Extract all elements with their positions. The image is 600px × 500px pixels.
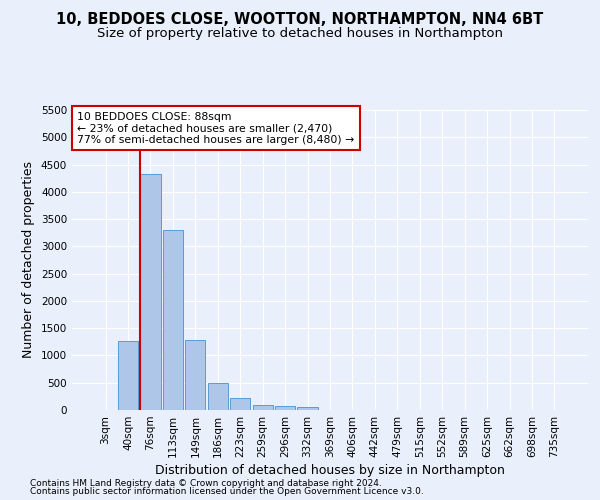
Bar bbox=[208, 384, 228, 410]
Text: 10, BEDDOES CLOSE, WOOTTON, NORTHAMPTON, NN4 6BT: 10, BEDDOES CLOSE, WOOTTON, NORTHAMPTON,… bbox=[56, 12, 544, 28]
Bar bbox=[163, 230, 183, 410]
Bar bbox=[185, 340, 205, 410]
Bar bbox=[275, 406, 295, 410]
Text: Contains HM Land Registry data © Crown copyright and database right 2024.: Contains HM Land Registry data © Crown c… bbox=[30, 478, 382, 488]
Bar bbox=[253, 405, 273, 410]
Text: Contains public sector information licensed under the Open Government Licence v3: Contains public sector information licen… bbox=[30, 487, 424, 496]
X-axis label: Distribution of detached houses by size in Northampton: Distribution of detached houses by size … bbox=[155, 464, 505, 477]
Text: Size of property relative to detached houses in Northampton: Size of property relative to detached ho… bbox=[97, 28, 503, 40]
Text: 10 BEDDOES CLOSE: 88sqm
← 23% of detached houses are smaller (2,470)
77% of semi: 10 BEDDOES CLOSE: 88sqm ← 23% of detache… bbox=[77, 112, 355, 144]
Bar bbox=[118, 340, 138, 410]
Y-axis label: Number of detached properties: Number of detached properties bbox=[22, 162, 35, 358]
Bar bbox=[298, 406, 317, 410]
Bar bbox=[230, 398, 250, 410]
Bar bbox=[140, 174, 161, 410]
